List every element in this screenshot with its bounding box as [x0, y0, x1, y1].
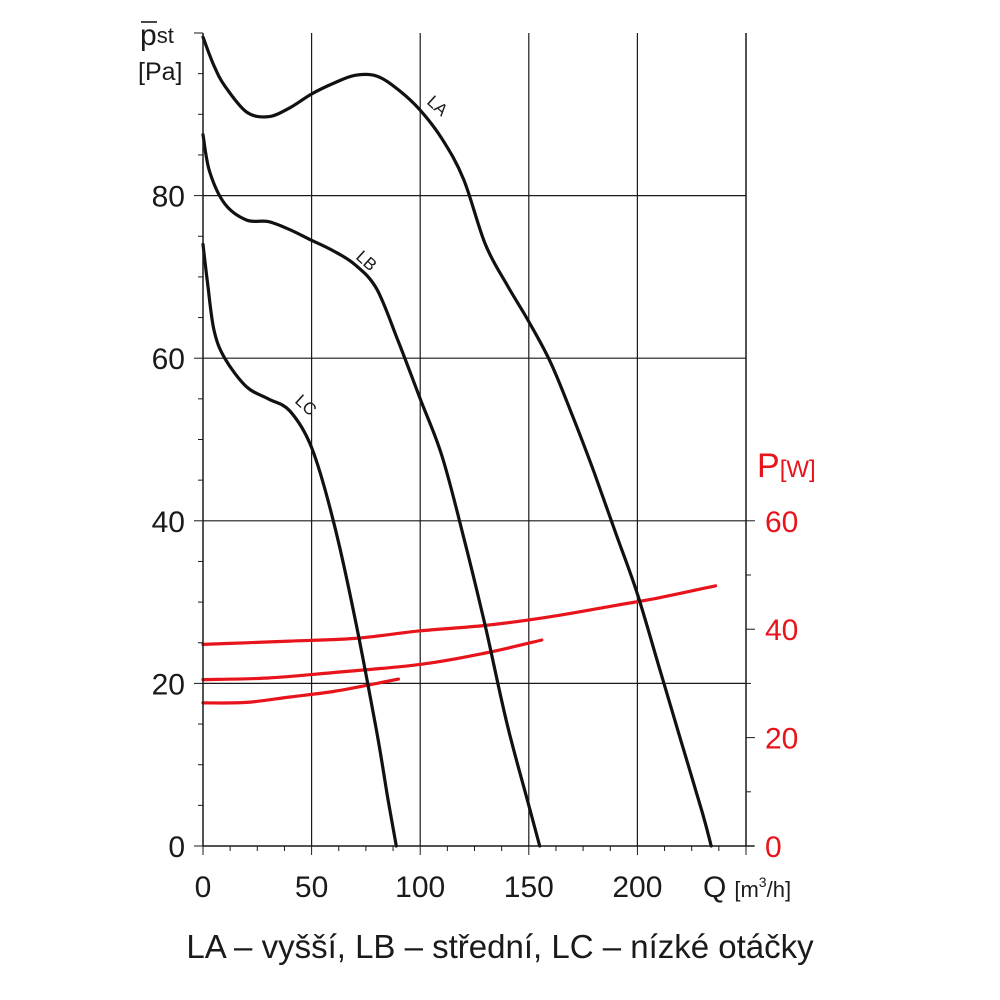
pressure-curve-lc: [201, 242, 398, 848]
curve-label-la: LA: [423, 92, 452, 120]
y-right-tick-label: 60: [765, 506, 798, 539]
axes: [194, 32, 755, 855]
power-curve-lc: [201, 677, 401, 705]
y-right-tick-label: 20: [765, 723, 798, 756]
x-tick-label: 200: [612, 871, 662, 904]
y-left-axis-title: pst: [140, 19, 174, 52]
pressure-curve-lb: [201, 133, 542, 848]
x-axis-title: Q [m3/h]: [703, 871, 791, 904]
y-right-tick-label: 40: [765, 614, 798, 647]
y-left-tick-label: 80: [152, 181, 185, 214]
x-tick-label: 50: [295, 871, 328, 904]
y-left-axis-unit: [Pa]: [138, 58, 182, 86]
curve-label-lc: LC: [291, 391, 320, 420]
y-right-tick-label: 0: [765, 831, 782, 864]
y-left-tick-label: 40: [152, 506, 185, 539]
y-right-axis-title: P[W]: [757, 447, 816, 485]
labels: 0 20 40 60 80 0 50 100 150 200 0 20 40 60 pst [Pa] P[W] Q…: [138, 19, 816, 904]
grid: [203, 33, 746, 846]
power-curve-lb: [201, 638, 544, 682]
x-tick-label: 150: [504, 871, 554, 904]
chart-caption: LA – vyšší, LB – střední, LC – nízké otá…: [186, 928, 814, 965]
power-curve-la: [201, 584, 718, 646]
y-left-tick-label: 0: [168, 831, 185, 864]
pressure-curve-la: [201, 35, 713, 848]
fan-performance-chart: 0 20 40 60 80 0 50 100 150 200 0 20 40 60 pst [Pa] P[W] Q…: [138, 19, 816, 904]
x-tick-label: 0: [195, 871, 212, 904]
curve-label-lb: LB: [352, 247, 380, 275]
x-tick-label: 100: [395, 871, 445, 904]
series: [201, 35, 718, 848]
y-left-tick-label: 20: [152, 668, 185, 701]
y-left-tick-label: 60: [152, 343, 185, 376]
